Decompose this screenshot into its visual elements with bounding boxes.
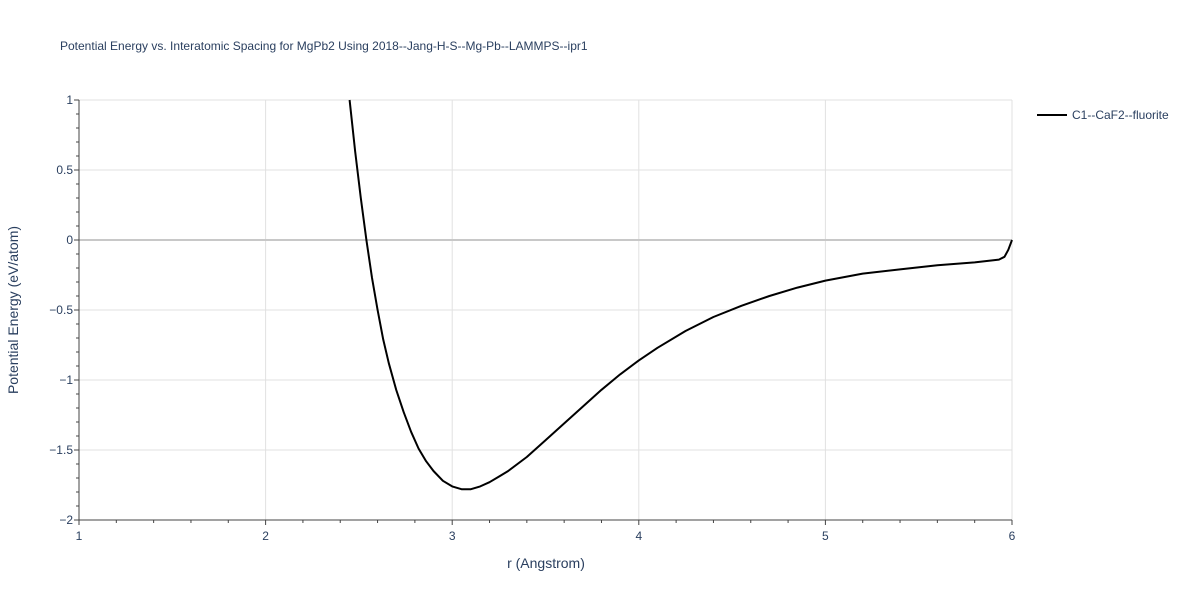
- x-axis-label: r (Angstrom): [507, 555, 585, 571]
- y-tick-label: −1.5: [49, 443, 73, 457]
- y-tick-label: 0.5: [56, 163, 73, 177]
- x-tick-label: 4: [635, 529, 642, 543]
- x-tick-label: 5: [822, 529, 829, 543]
- series-line: [348, 99, 1013, 491]
- x-tick-label: 3: [449, 529, 456, 543]
- axes: [74, 99, 1013, 525]
- chart-title: Potential Energy vs. Interatomic Spacing…: [60, 39, 588, 53]
- y-tick-label: 0: [66, 233, 73, 247]
- grid: [79, 99, 1013, 520]
- legend-label: C1--CaF2--fluorite: [1072, 108, 1169, 122]
- x-tick-label: 1: [76, 529, 83, 543]
- plot-area: [348, 99, 1013, 491]
- x-tick-labels: 1 2 3 4 5 6: [76, 529, 1016, 543]
- y-tick-label: −2: [59, 513, 73, 527]
- x-tick-label: 2: [262, 529, 269, 543]
- legend: C1--CaF2--fluorite: [1037, 108, 1169, 122]
- y-axis-label: Potential Energy (eV/atom): [5, 226, 21, 394]
- y-tick-label: −0.5: [49, 303, 73, 317]
- y-tick-label: −1: [59, 373, 73, 387]
- x-tick-label: 6: [1009, 529, 1016, 543]
- y-tick-labels: −2 −1.5 −1 −0.5 0 0.5 1: [49, 93, 73, 527]
- y-tick-label: 1: [66, 93, 73, 107]
